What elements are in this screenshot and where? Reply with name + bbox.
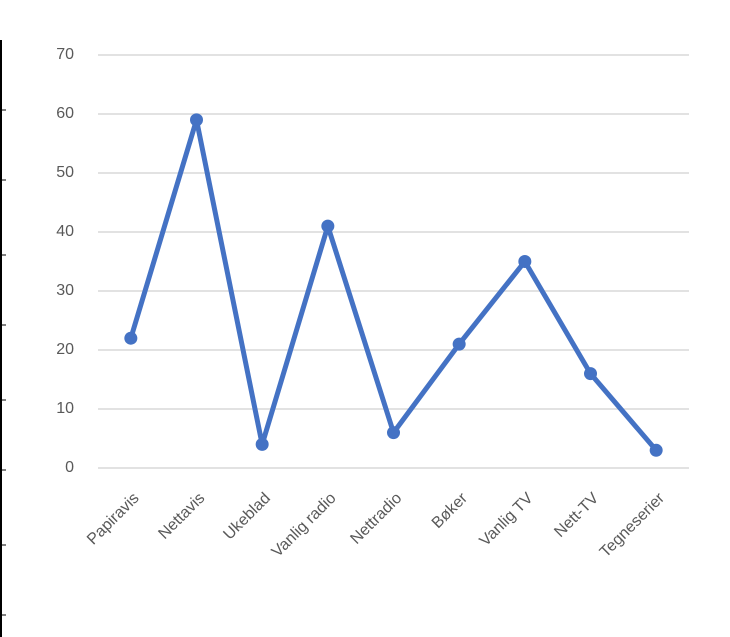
y-tick-label: 0	[65, 459, 74, 476]
x-tick-label: Nettavis	[155, 490, 208, 543]
data-point	[190, 113, 203, 127]
y-tick-label: 70	[56, 46, 74, 63]
data-point	[124, 331, 138, 345]
frame-ticks	[0, 109, 6, 616]
data-point	[452, 337, 466, 351]
y-tick-label: 20	[56, 341, 74, 358]
data-point	[255, 437, 269, 451]
x-tick-label: Nettradio	[347, 490, 405, 548]
data-point	[387, 426, 400, 440]
y-tick-label: 30	[56, 282, 74, 299]
data-point	[321, 219, 335, 233]
x-tick-label: Vanlig radio	[269, 490, 340, 561]
data-line	[128, 117, 659, 452]
x-tick-label: Tegneserier	[597, 489, 669, 561]
x-tick-label: Bøker	[429, 489, 472, 532]
y-tick-label: 40	[56, 223, 74, 240]
y-tick-label: 10	[56, 400, 74, 417]
x-tick-label: Papiravis	[84, 490, 143, 549]
x-tick-label: Ukeblad	[220, 490, 274, 544]
x-tick-label: Vanlig TV	[477, 490, 537, 550]
y-tick-label: 60	[56, 105, 74, 122]
data-point	[649, 443, 663, 457]
x-tick-label: Nett-TV	[551, 490, 602, 541]
y-tick-label: 50	[56, 164, 74, 181]
data-point	[518, 255, 532, 268]
data-point	[584, 367, 597, 381]
